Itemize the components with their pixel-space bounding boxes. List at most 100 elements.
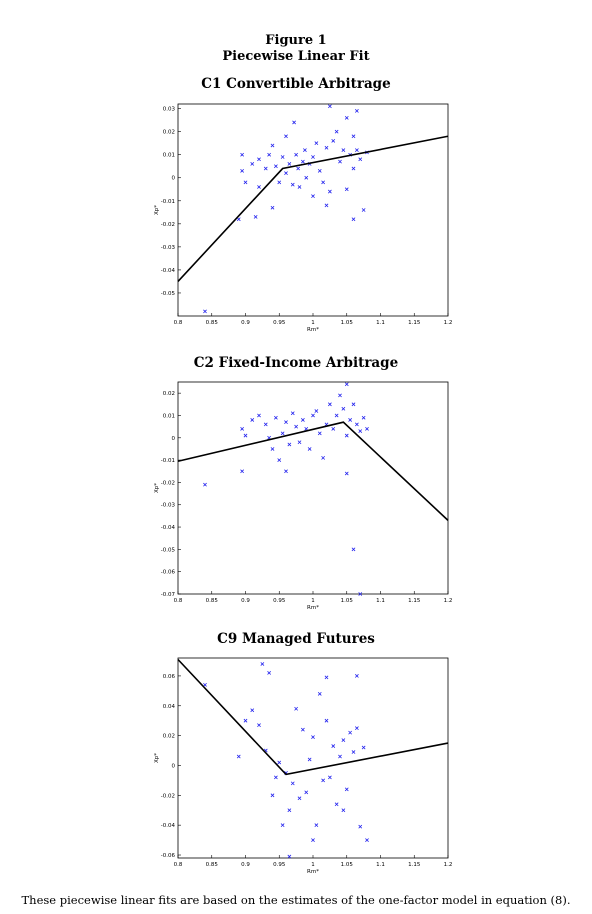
chart3-data-point xyxy=(314,823,319,828)
chart2-data-point xyxy=(243,433,248,438)
chart3-data-point xyxy=(354,726,359,731)
chart3-data-point xyxy=(287,854,292,859)
chart3-xtick-label: 1.2 xyxy=(444,862,453,868)
chart2-data-point xyxy=(311,413,315,418)
chart2-data-point xyxy=(358,429,363,433)
chart-c9-managed-futures: 0.8 0.85 0.9 0.95 1 1.05 1.1 1.15 1.2 0.06 0.04 0.0… xyxy=(154,657,453,875)
chart2-xtick-label: 1.1 xyxy=(376,598,385,604)
chart3-data-point xyxy=(290,781,295,786)
chart1-data-point xyxy=(354,109,359,113)
chart1-data-point xyxy=(303,148,307,152)
chart3-ytick-label: -0.04 xyxy=(161,823,176,829)
chart3-xtick-label: 1.05 xyxy=(341,862,354,868)
chart3-data-point xyxy=(341,808,346,813)
chart1-data-point xyxy=(361,208,366,212)
chart1-data-point xyxy=(273,164,278,169)
chart1-data-point xyxy=(284,134,288,139)
chart2-xtick-label: 1.2 xyxy=(444,598,453,604)
chart1-data-point xyxy=(334,129,339,134)
chart3-xtick-label: 0.9 xyxy=(241,862,250,868)
chart2-data-point xyxy=(294,424,299,429)
chart2-data-point xyxy=(317,431,322,436)
chart1-data-point xyxy=(284,171,288,176)
chart2-data-point xyxy=(290,411,295,416)
chart2-data-point xyxy=(250,418,255,422)
chart3-data-point xyxy=(250,708,255,713)
chart2-data-point xyxy=(263,422,268,427)
chart3-xtick-label: 0.85 xyxy=(206,862,219,868)
chart1-data-point xyxy=(267,152,272,157)
chart3-xtick-label: 1.15 xyxy=(408,862,421,868)
chart2-data-point xyxy=(365,426,369,431)
chart3-data-point xyxy=(307,757,312,762)
chart1-data-point xyxy=(300,159,305,164)
chart2-xlabel: Rm* xyxy=(307,605,319,611)
chart3-data-point xyxy=(351,750,356,754)
chart3-data-point xyxy=(361,745,366,750)
figure-title: Piecewise Linear Fit xyxy=(222,49,370,64)
chart2-xtick-label: 0.9 xyxy=(241,598,250,604)
chart3-data-point xyxy=(236,754,241,759)
chart1-data-point xyxy=(297,185,302,189)
chart1-ytick-label: 0.03 xyxy=(163,107,176,113)
chart2-ytick-label: -0.04 xyxy=(161,525,176,531)
chart1-xtick-label: 1.05 xyxy=(341,320,354,326)
chart3-ytick-label: 0.06 xyxy=(163,674,176,680)
chart3-data-point xyxy=(277,760,282,765)
chart3-fit-line xyxy=(177,658,449,776)
chart2-data-point xyxy=(280,431,285,436)
chart3-data-point xyxy=(334,802,339,807)
chart1-data-point xyxy=(324,203,329,208)
chart2-ytick-label: -0.03 xyxy=(161,503,176,509)
chart2-fit-line xyxy=(177,421,449,521)
chart1-fit-line xyxy=(177,135,449,282)
chart3-plot-frame xyxy=(177,657,449,859)
chart2-xtick-label: 1.15 xyxy=(408,598,421,604)
chart2-data-point xyxy=(361,415,366,420)
chart2-ytick-label: -0.05 xyxy=(161,547,176,553)
chart1-data-point xyxy=(344,187,349,192)
chart1-data-point xyxy=(257,185,261,189)
chart2-ytick-label: 0 xyxy=(172,436,176,442)
chart2-data-point xyxy=(284,469,288,474)
chart1-data-point xyxy=(294,152,299,157)
chart2-data-point xyxy=(277,458,282,462)
chart3-data-point xyxy=(243,718,248,723)
chart1-ytick-label: -0.05 xyxy=(161,291,176,297)
chart3-ytick-label: 0.02 xyxy=(163,734,175,740)
chart3-data-point xyxy=(327,775,332,780)
chart2-data-point xyxy=(300,418,305,422)
chart3-data-point xyxy=(324,675,329,680)
chart1-data-point xyxy=(354,148,359,152)
chart2-data-point xyxy=(344,433,349,438)
chart1-plot-frame xyxy=(177,103,449,317)
chart2-data-point xyxy=(314,409,319,413)
chart1-data-point xyxy=(290,182,295,187)
chart3-data-point xyxy=(294,706,299,711)
panel-title-c1: C1 Convertible Arbitrage xyxy=(201,76,391,92)
chart2-data-point xyxy=(344,382,349,387)
chart2-xtick-label: 1 xyxy=(311,598,315,604)
chart1-xtick-label: 1.15 xyxy=(408,320,421,326)
chart2-data-point xyxy=(240,426,245,431)
figure-label: Figure 1 xyxy=(265,33,327,48)
chart3-data-point xyxy=(304,790,309,795)
chart2-data-point xyxy=(240,469,245,474)
chart1-data-point xyxy=(358,157,363,162)
chart1-data-point xyxy=(277,180,282,185)
chart1-data-point xyxy=(243,180,248,185)
chart1-data-point xyxy=(250,162,255,166)
chart2-data-point xyxy=(334,413,339,418)
chart2-data-point xyxy=(341,406,346,411)
chart1-data-point xyxy=(351,217,356,222)
chart3-data-point xyxy=(358,824,363,829)
chart2-data-point xyxy=(284,420,288,425)
chart1-data-point xyxy=(292,120,296,125)
chart3-data-point xyxy=(354,674,359,678)
chart3-xtick-label: 0.8 xyxy=(174,862,183,868)
chart1-data-point xyxy=(270,143,275,148)
chart2-xtick-label: 0.85 xyxy=(206,598,219,604)
chart3-data-point xyxy=(270,793,275,798)
chart1-data-point xyxy=(331,138,336,143)
chart3-data-point xyxy=(365,838,369,842)
